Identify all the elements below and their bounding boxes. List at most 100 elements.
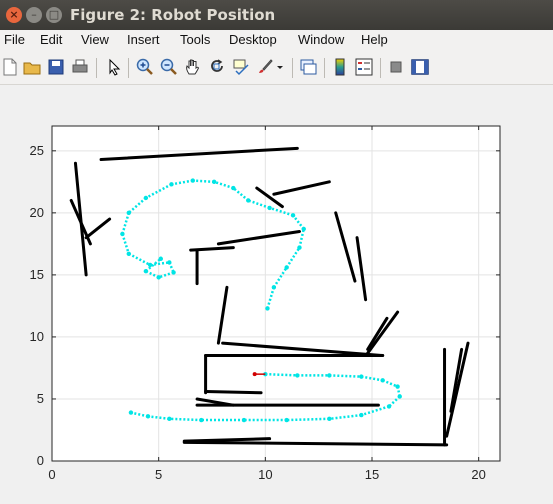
menu-insert[interactable]: Insert xyxy=(127,32,160,47)
path-segment xyxy=(382,379,399,388)
legend-icon[interactable] xyxy=(354,57,374,77)
y-tick-label: 25 xyxy=(30,143,44,158)
hide-plot-tools-icon[interactable] xyxy=(386,57,406,77)
obstacle-segment xyxy=(216,229,301,246)
print-icon[interactable] xyxy=(70,57,90,77)
pan-icon[interactable] xyxy=(183,57,203,77)
robot-path xyxy=(120,178,402,423)
obstacle-segment xyxy=(84,217,112,240)
axes-box xyxy=(51,125,501,462)
path-segment xyxy=(158,271,174,279)
menu-desktop[interactable]: Desktop xyxy=(229,32,277,47)
obstacle-segment xyxy=(449,347,464,413)
minimize-icon: – xyxy=(31,8,37,21)
new-figure-icon[interactable] xyxy=(0,57,20,77)
path-segment xyxy=(169,417,202,422)
y-axis-ticks: 0 5 10 15 20 25 xyxy=(30,143,500,468)
path-segment xyxy=(145,257,162,273)
path-segment xyxy=(329,413,362,421)
obstacle-segment xyxy=(355,236,368,302)
show-plot-tools-icon[interactable] xyxy=(410,57,430,77)
robot-position-chart[interactable]: 0 5 10 15 20 0 5 10 15 20 25 xyxy=(0,85,553,500)
path-segment xyxy=(286,417,330,422)
path-segment xyxy=(298,228,305,248)
minimize-window-button[interactable]: – xyxy=(26,7,42,23)
path-segment xyxy=(396,386,401,397)
obstacle-segment xyxy=(255,186,284,209)
zoom-in-icon[interactable] xyxy=(135,57,155,77)
toolbar-separator xyxy=(380,58,381,78)
window-title: Figure 2: Robot Position xyxy=(70,6,276,24)
path-segment xyxy=(265,372,298,377)
brush-icon[interactable] xyxy=(255,57,275,77)
path-segment xyxy=(121,233,130,255)
x-tick-label: 15 xyxy=(365,467,379,482)
path-segment xyxy=(145,183,173,200)
window-titlebar: × – □ Figure 2: Robot Position xyxy=(0,0,553,30)
obstacle-segment xyxy=(99,146,299,161)
y-tick-label: 20 xyxy=(30,205,44,220)
figure-toolbar xyxy=(0,52,553,85)
path-segment xyxy=(232,187,250,202)
obstacle-segment xyxy=(272,180,331,196)
colorbar-icon[interactable] xyxy=(330,57,350,77)
axes-background xyxy=(52,126,500,461)
dropdown-arrow-icon[interactable] xyxy=(274,57,286,77)
x-tick-label: 0 xyxy=(48,467,55,482)
path-segment xyxy=(213,180,234,190)
pointer-icon[interactable] xyxy=(104,57,124,77)
y-tick-label: 15 xyxy=(30,267,44,282)
obstacle-map xyxy=(69,146,470,447)
rotate-icon[interactable] xyxy=(207,57,227,77)
path-segment xyxy=(192,179,215,184)
menu-window[interactable]: Window xyxy=(298,32,345,47)
toolbar-separator xyxy=(128,58,129,78)
data-cursor-icon[interactable] xyxy=(231,57,251,77)
x-tick-label: 5 xyxy=(155,467,162,482)
y-tick-label: 5 xyxy=(37,391,44,406)
x-axis-ticks: 0 5 10 15 20 xyxy=(48,126,486,482)
save-icon[interactable] xyxy=(46,57,66,77)
robot-point xyxy=(252,372,257,377)
path-segment xyxy=(269,206,294,217)
obstacle-segment xyxy=(182,440,449,447)
obstacle-segment xyxy=(204,390,263,395)
obstacle-segment xyxy=(366,310,400,355)
obstacle-segment xyxy=(221,341,385,358)
link-plot-icon[interactable] xyxy=(298,57,318,77)
obstacle-segment xyxy=(182,437,272,443)
robot-marker xyxy=(252,372,266,377)
menu-edit[interactable]: Edit xyxy=(40,32,63,47)
toolbar-separator xyxy=(96,58,97,78)
obstacle-segment xyxy=(216,285,229,345)
x-tick-label: 20 xyxy=(471,467,485,482)
path-segment xyxy=(292,214,305,230)
menu-file[interactable]: File xyxy=(4,32,25,47)
maximize-window-button[interactable]: □ xyxy=(46,7,62,23)
toolbar-separator xyxy=(292,58,293,78)
obstacle-segment xyxy=(334,211,357,283)
path-segment xyxy=(329,374,362,378)
close-icon: × xyxy=(9,8,19,21)
figure-canvas: 0 5 10 15 20 0 5 10 15 20 25 xyxy=(0,85,553,500)
menu-bar: File Edit View Insert Tools Desktop Wind… xyxy=(0,30,553,52)
menu-help[interactable]: Help xyxy=(361,32,388,47)
path-point xyxy=(128,410,134,415)
path-segment xyxy=(168,261,175,273)
toolbar-separator xyxy=(324,58,325,78)
open-file-icon[interactable] xyxy=(22,57,42,77)
path-segment xyxy=(128,252,151,267)
zoom-out-icon[interactable] xyxy=(159,57,179,77)
obstacle-segment xyxy=(445,341,470,438)
menu-tools[interactable]: Tools xyxy=(180,32,211,47)
y-tick-label: 10 xyxy=(30,329,44,344)
path-segment xyxy=(388,395,401,408)
x-tick-label: 10 xyxy=(258,467,272,482)
maximize-icon: □ xyxy=(48,8,60,21)
close-window-button[interactable]: × xyxy=(6,7,22,23)
path-segment xyxy=(147,415,170,421)
path-segment xyxy=(360,405,390,417)
y-tick-label: 0 xyxy=(37,453,44,468)
path-segment xyxy=(149,261,170,267)
menu-view[interactable]: View xyxy=(81,32,109,47)
